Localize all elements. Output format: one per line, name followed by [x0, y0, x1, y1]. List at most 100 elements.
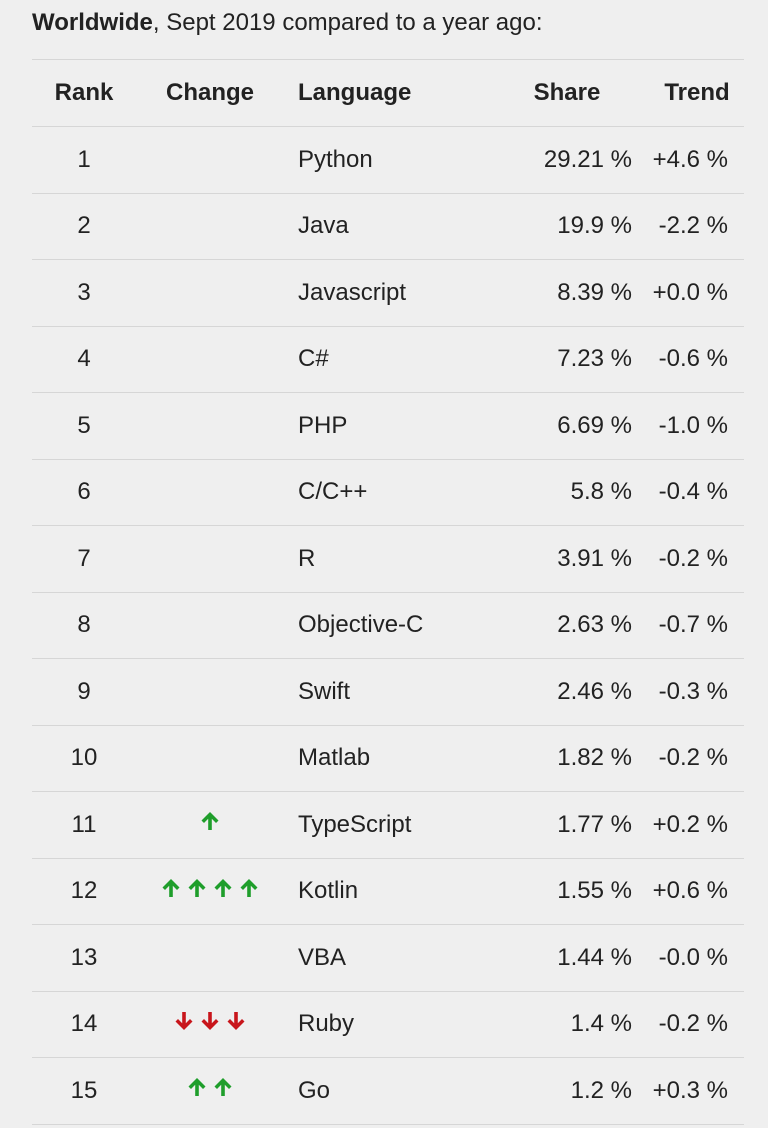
rank-cell: 1 [32, 126, 136, 194]
rank-cell: 4 [32, 326, 136, 393]
language-cell: Objective-C [284, 592, 482, 659]
column-header-trend: Trend [632, 59, 744, 127]
change-cell [136, 658, 284, 726]
table-row: 8 Objective-C 2.63 % -0.7 % [32, 592, 744, 659]
arrow-up-icon [214, 878, 232, 897]
table-row: 10 Matlab 1.82 % -0.2 % [32, 725, 744, 792]
trend-cell: -2.2 % [632, 193, 744, 260]
trend-cell: -0.3 % [632, 658, 744, 726]
arrow-up-icon [240, 878, 258, 897]
table-row: 3 Javascript 8.39 % +0.0 % [32, 259, 744, 327]
table-row: 4 C# 7.23 % -0.6 % [32, 326, 744, 393]
change-cell [136, 791, 284, 859]
language-cell: C/C++ [284, 459, 482, 526]
rank-cell: 7 [32, 525, 136, 593]
rank-cell: 5 [32, 392, 136, 460]
language-cell: PHP [284, 392, 482, 460]
change-cell [136, 858, 284, 925]
trend-cell: +0.6 % [632, 858, 744, 925]
column-header-share: Share [482, 59, 632, 127]
arrow-down-icon [227, 1011, 245, 1030]
change-cell [136, 525, 284, 593]
trend-cell: -1.0 % [632, 392, 744, 460]
share-cell: 1.55 % [482, 858, 632, 925]
share-cell: 1.82 % [482, 725, 632, 792]
change-arrows [198, 809, 222, 833]
share-cell: 1.4 % [482, 991, 632, 1058]
trend-cell: +4.6 % [632, 126, 744, 194]
language-cell: Go [284, 1057, 482, 1125]
table-row: 11 TypeScript 1.77 % +0.2 % [32, 791, 744, 859]
rank-cell: 8 [32, 592, 136, 659]
caption-text: , Sept 2019 compared to a year ago: [152, 9, 543, 36]
language-cell: Java [284, 193, 482, 260]
table-row: 9 Swift 2.46 % -0.3 % [32, 658, 744, 726]
caption-region: Worldwide [32, 9, 153, 36]
rank-cell: 3 [32, 259, 136, 327]
language-cell: Javascript [284, 259, 482, 327]
column-header-language: Language [284, 59, 482, 127]
change-arrows [185, 1075, 235, 1099]
language-cell: Ruby [284, 991, 482, 1058]
change-cell [136, 991, 284, 1058]
rank-cell: 11 [32, 791, 136, 859]
change-cell [136, 924, 284, 992]
change-cell [136, 459, 284, 526]
share-cell: 2.46 % [482, 658, 632, 726]
share-cell: 5.8 % [482, 459, 632, 526]
table-row: 14 Ruby 1.4 % -0.2 % [32, 991, 744, 1058]
language-cell: C# [284, 326, 482, 393]
language-ranking-table: Rank Change Language Share Trend 1 Python… [32, 59, 744, 1125]
share-cell: 1.77 % [482, 791, 632, 859]
trend-cell: -0.0 % [632, 924, 744, 992]
share-cell: 6.69 % [482, 392, 632, 460]
change-cell [136, 1057, 284, 1125]
arrow-up-icon [201, 812, 219, 831]
language-cell: VBA [284, 924, 482, 992]
rank-cell: 2 [32, 193, 136, 260]
language-cell: Python [284, 126, 482, 194]
table-row: 7 R 3.91 % -0.2 % [32, 525, 744, 593]
share-cell: 1.44 % [482, 924, 632, 992]
rank-cell: 13 [32, 924, 136, 992]
rank-cell: 14 [32, 991, 136, 1058]
change-cell [136, 326, 284, 393]
change-cell [136, 259, 284, 327]
share-cell: 8.39 % [482, 259, 632, 327]
trend-cell: -0.2 % [632, 991, 744, 1058]
share-cell: 7.23 % [482, 326, 632, 393]
header-row: Rank Change Language Share Trend [32, 59, 744, 127]
arrow-up-icon [214, 1078, 232, 1097]
arrow-up-icon [188, 878, 206, 897]
trend-cell: +0.0 % [632, 259, 744, 327]
table-row: 1 Python 29.21 % +4.6 % [32, 126, 744, 194]
table-row: 15 Go 1.2 % +0.3 % [32, 1057, 744, 1125]
change-arrows [172, 1009, 248, 1033]
arrow-up-icon [162, 878, 180, 897]
table-header: Rank Change Language Share Trend [32, 59, 744, 127]
table-caption: Worldwide, Sept 2019 compared to a year … [32, 6, 542, 40]
trend-cell: -0.4 % [632, 459, 744, 526]
table-row: 5 PHP 6.69 % -1.0 % [32, 392, 744, 460]
change-cell [136, 193, 284, 260]
rank-cell: 6 [32, 459, 136, 526]
language-cell: TypeScript [284, 791, 482, 859]
language-cell: R [284, 525, 482, 593]
rank-cell: 12 [32, 858, 136, 925]
share-cell: 2.63 % [482, 592, 632, 659]
column-header-change: Change [136, 59, 284, 127]
language-cell: Matlab [284, 725, 482, 792]
rank-cell: 9 [32, 658, 136, 726]
share-cell: 19.9 % [482, 193, 632, 260]
table-row: 6 C/C++ 5.8 % -0.4 % [32, 459, 744, 526]
change-cell [136, 126, 284, 194]
language-cell: Kotlin [284, 858, 482, 925]
table-body: 1 Python 29.21 % +4.6 % 2 Java 19.9 % -2.2 % 3 Ja… [32, 126, 744, 1125]
share-cell: 3.91 % [482, 525, 632, 593]
arrow-down-icon [175, 1011, 193, 1030]
column-header-rank: Rank [32, 59, 136, 127]
rank-cell: 10 [32, 725, 136, 792]
change-arrows [159, 876, 261, 900]
share-cell: 29.21 % [482, 126, 632, 194]
trend-cell: -0.2 % [632, 525, 744, 593]
